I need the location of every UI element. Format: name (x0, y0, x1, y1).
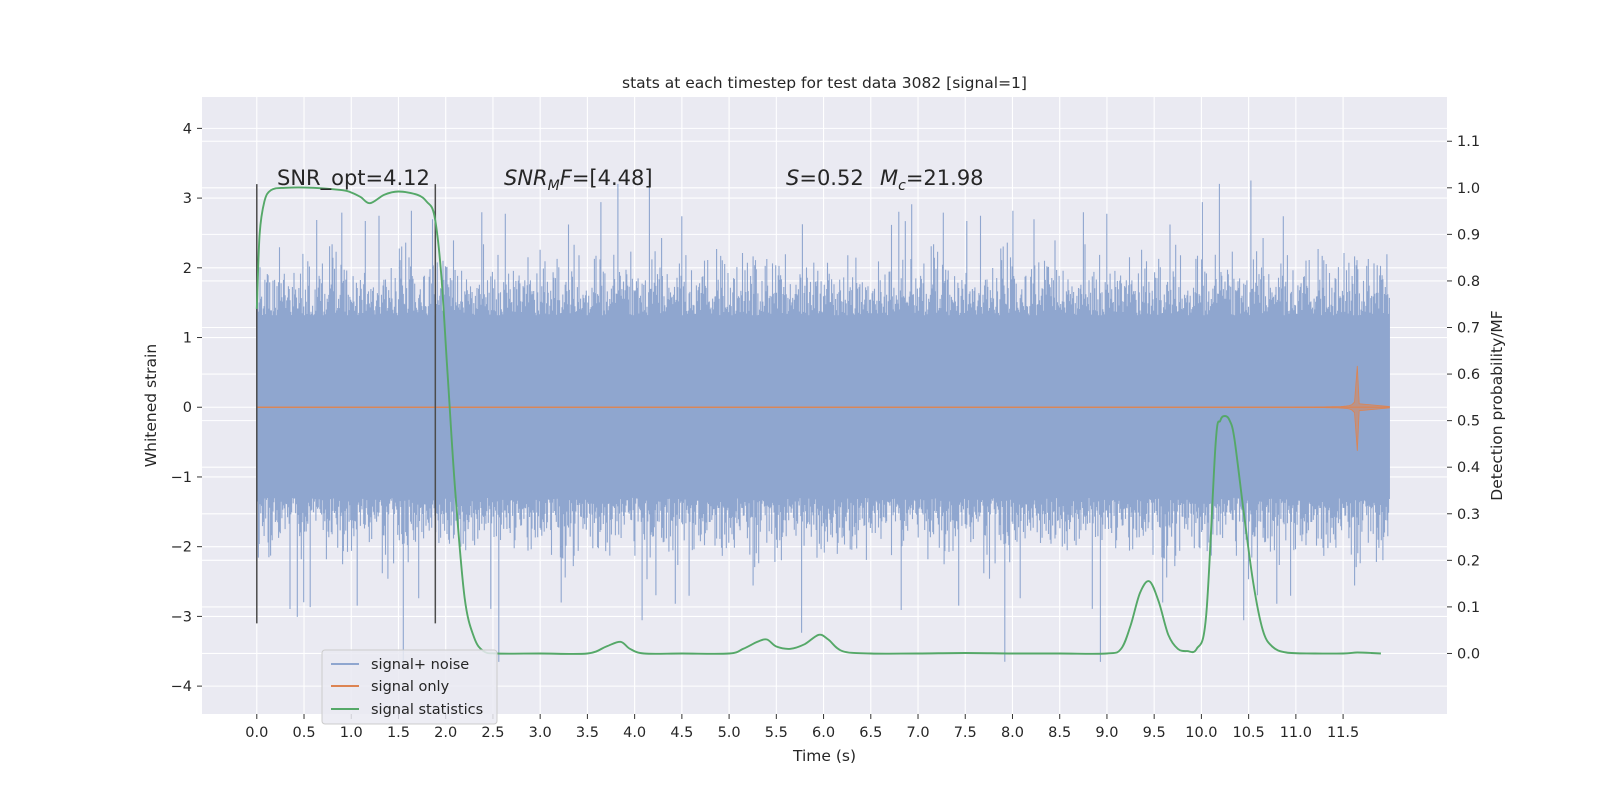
x-tick-label: 11.0 (1280, 725, 1312, 741)
x-tick-label: 0.5 (292, 725, 315, 741)
x-tick-label: 8.0 (1001, 725, 1024, 741)
x-tick-label: 4.5 (670, 725, 693, 741)
x-tick-label: 3.5 (576, 725, 599, 741)
y-left-tick-label: 0 (183, 400, 192, 416)
x-tick-label: 4.0 (623, 725, 646, 741)
snr-mf-sub: M (548, 178, 560, 194)
y-left-tick-label: −3 (171, 609, 192, 625)
annotation-snr-mf: SNRMF=[4.48] (504, 166, 653, 194)
x-tick-label: 10.5 (1232, 725, 1264, 741)
y-left-tick-label: 1 (183, 331, 192, 347)
snr-mf-base: SNR (504, 166, 548, 190)
y-left-tick-label: 4 (183, 121, 192, 137)
mc-symbol: M (880, 166, 898, 190)
y-axis-right-label: Detection probability/MF (1488, 310, 1506, 501)
signal-statistics-series (255, 186, 1381, 655)
signal-only-series (256, 365, 1390, 451)
x-tick-label: 2.0 (434, 725, 457, 741)
y-left-tick-label: −2 (171, 540, 192, 556)
statistics-line (255, 186, 1381, 655)
y-right-tick-label: 0.7 (1457, 321, 1480, 337)
annotation-mc: Mc=21.98 (880, 166, 984, 194)
x-tick-label: 10.0 (1185, 725, 1217, 741)
x-tick-label: 9.5 (1143, 725, 1166, 741)
annotation-snr-opt: SNR_opt=4.12 (277, 166, 430, 191)
x-tick-label: 7.5 (954, 725, 977, 741)
y-right-tick-label: 1.1 (1457, 134, 1480, 150)
mc-value: =21.98 (906, 166, 984, 190)
annotation-s: S=0.52 (786, 166, 864, 190)
y-right-tick-label: 0.6 (1457, 367, 1480, 383)
y-right-tick-label: 0.2 (1457, 553, 1480, 569)
x-tick-label: 7.0 (906, 725, 929, 741)
snr-mf-f: F (560, 166, 573, 190)
y-left-tick-label: −1 (171, 470, 192, 486)
y-right-tick-label: 0.9 (1457, 227, 1480, 243)
y-axis-left-label: Whitened strain (142, 344, 160, 467)
mc-subscript: c (898, 178, 906, 194)
x-tick-label: 0.0 (245, 725, 268, 741)
segment-markers (256, 184, 437, 624)
y-right-tick-label: 0.1 (1457, 600, 1480, 616)
chart-title: stats at each timestep for test data 308… (622, 74, 1027, 92)
y-left-tick-label: −4 (171, 679, 192, 695)
x-tick-label: 6.5 (859, 725, 882, 741)
y-right-tick-label: 0.3 (1457, 507, 1480, 523)
x-tick-label: 5.5 (765, 725, 788, 741)
y-left-tick-label: 2 (183, 261, 192, 277)
legend-label-signal-statistics: signal statistics (371, 702, 483, 718)
y-right-tick-label: 0.0 (1457, 646, 1480, 662)
legend-label-signal-only: signal only (371, 679, 450, 695)
snr-mf-rest: =[4.48] (572, 166, 653, 190)
x-tick-label: 1.0 (340, 725, 363, 741)
x-tick-label: 11.5 (1327, 725, 1359, 741)
y-right-tick-label: 0.4 (1457, 460, 1480, 476)
y-right-tick-label: 0.8 (1457, 274, 1480, 290)
s-symbol: S (786, 166, 799, 190)
y-right-tick-label: 0.5 (1457, 414, 1480, 430)
legend-label-signal-noise: signal+ noise (371, 657, 469, 673)
s-value: =0.52 (799, 166, 863, 190)
axis-ticks: 0.0 0.5 1.0 1.5 2.0 2.5 3.0 3.5 4.0 4.5 5.0 5.5 6.0 6… (171, 121, 1480, 741)
x-tick-label: 5.0 (718, 725, 741, 741)
x-tick-label: 1.5 (387, 725, 410, 741)
x-tick-label: 9.0 (1095, 725, 1118, 741)
legend: signal+ noise signal only signal statist… (321, 649, 498, 725)
x-tick-label: 3.0 (529, 725, 552, 741)
x-tick-label: 8.5 (1048, 725, 1071, 741)
x-axis-label: Time (s) (792, 747, 856, 765)
x-tick-label: 2.5 (481, 725, 504, 741)
legend-box (321, 649, 498, 725)
x-tick-label: 6.0 (812, 725, 835, 741)
y-left-tick-label: 3 (183, 191, 192, 207)
y-right-tick-label: 1.0 (1457, 181, 1480, 197)
